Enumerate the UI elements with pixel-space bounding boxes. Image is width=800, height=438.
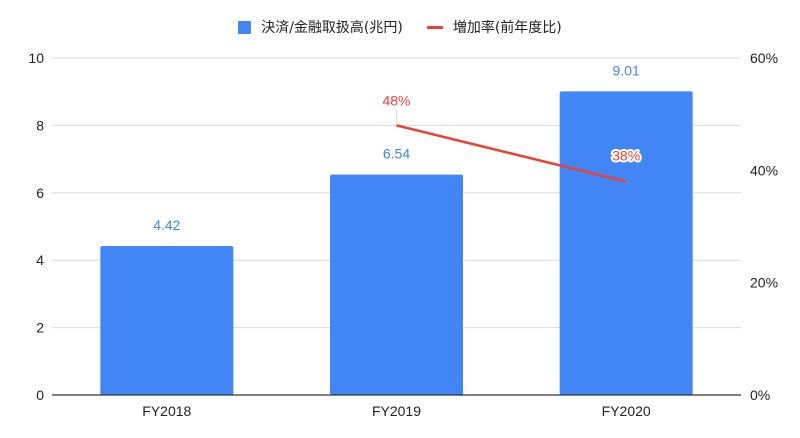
right-tick-label: 20%: [750, 275, 778, 291]
legend-item-line[interactable]: 増加率(前年度比): [426, 17, 562, 37]
x-axis-labels: FY2018 FY2019 FY2020: [142, 403, 651, 419]
right-tick-label: 60%: [750, 50, 778, 66]
left-axis-ticks: 0 2 4 6 8 10: [28, 50, 44, 403]
left-tick-label: 2: [36, 320, 44, 336]
bar-series: [100, 91, 693, 395]
x-tick-label: FY2020: [602, 403, 651, 419]
left-tick-label: 8: [36, 117, 44, 133]
bar[interactable]: [100, 246, 234, 395]
x-tick-label: FY2019: [372, 403, 421, 419]
legend-item-bar[interactable]: 決済/金融取扱高(兆円): [238, 17, 403, 37]
left-tick-label: 10: [28, 50, 44, 66]
right-axis-ticks: 0% 20% 40% 60%: [750, 50, 778, 403]
line-data-labels: 48%48%38%38%: [380, 90, 642, 165]
left-tick-label: 6: [36, 185, 44, 201]
chart-legend: 決済/金融取扱高(兆円) 増加率(前年度比): [0, 17, 800, 37]
bar-data-labels: 4.42 6.54 9.01: [153, 62, 640, 233]
bar[interactable]: [559, 91, 693, 395]
line-value-label: 38%: [612, 148, 640, 164]
left-tick-label: 0: [36, 387, 44, 403]
growth-line[interactable]: [396, 124, 627, 183]
line-label-halo: 38%: [612, 148, 640, 164]
x-tick-label: FY2018: [142, 403, 191, 419]
legend-bar-label: 決済/金融取扱高(兆円): [261, 20, 403, 36]
legend-line-label: 増加率(前年度比): [452, 20, 562, 36]
right-tick-label: 40%: [750, 162, 778, 178]
line-swatch-icon: [426, 25, 443, 29]
right-tick-label: 0%: [750, 387, 770, 403]
bar-value-label: 9.01: [613, 62, 640, 78]
bar-value-label: 6.54: [383, 146, 410, 162]
line-value-label: 48%: [382, 92, 410, 108]
line-series: [396, 124, 627, 183]
bar[interactable]: [330, 174, 463, 395]
left-tick-label: 4: [36, 252, 44, 268]
line-label-halo: 48%: [382, 92, 410, 108]
bar-swatch-icon: [238, 20, 252, 34]
bar-value-label: 4.42: [153, 217, 180, 233]
